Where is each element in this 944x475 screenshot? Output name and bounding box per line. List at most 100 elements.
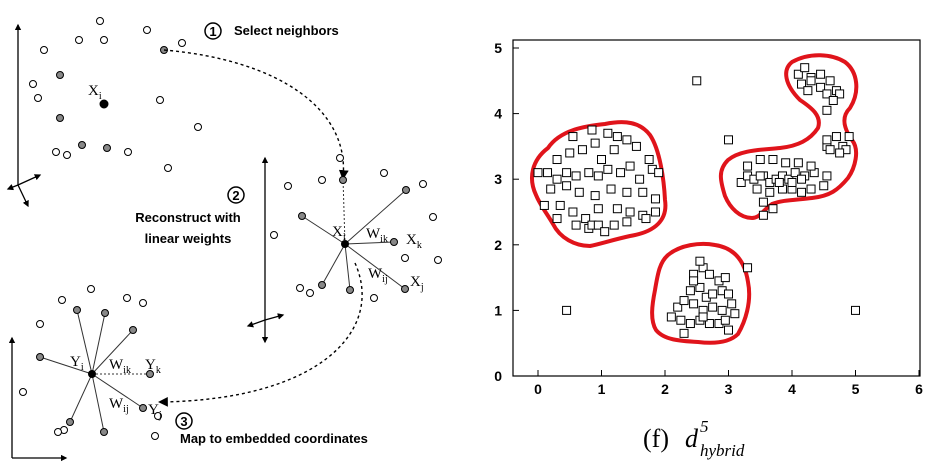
lle-diagram: Xi 1 Select neighbors 2 Reconstruct with… [6, 17, 442, 462]
data-point [650, 194, 660, 204]
data-point [790, 168, 800, 178]
data-point [743, 263, 753, 273]
step2-label-line1: Reconstruct with [135, 210, 241, 225]
data-point [600, 227, 610, 237]
data-point [822, 89, 832, 99]
plot-frame [512, 39, 921, 377]
data-point [622, 135, 632, 145]
data-point [708, 302, 718, 312]
y-tick-label: 3 [494, 171, 502, 187]
label-x-i: Xi [332, 224, 346, 243]
data-point [819, 181, 829, 191]
data-point [825, 76, 835, 86]
data-point [704, 319, 714, 329]
data-point [720, 273, 730, 283]
data-point [679, 296, 689, 306]
data-point [822, 171, 832, 181]
step3-marker: 3 [175, 412, 193, 430]
caption-subscript: hybrid [700, 441, 745, 460]
data-point [650, 207, 660, 217]
data-point [806, 161, 816, 171]
data-point [724, 289, 733, 299]
y-tick-label: 2 [494, 237, 502, 253]
step3-label: Map to embedded coordinates [180, 431, 368, 446]
data-point [768, 155, 778, 165]
arc-select-to-reconstruct [163, 49, 349, 180]
data-point [822, 105, 832, 115]
data-point [755, 155, 765, 165]
step1-label: Select neighbors [234, 23, 339, 38]
data-point [546, 184, 556, 194]
data-point [724, 135, 733, 145]
axes-embedded [8, 336, 68, 462]
data-point [720, 315, 730, 325]
data-point [562, 305, 572, 315]
data-point [571, 171, 581, 181]
data-point [590, 191, 600, 201]
data-point [555, 200, 565, 210]
data-point [622, 217, 632, 227]
data-point [724, 325, 733, 335]
data-point [743, 161, 753, 171]
data-point [603, 128, 613, 138]
data-point [676, 315, 686, 325]
data-point [673, 302, 683, 312]
data-point [758, 197, 768, 207]
data-point [568, 207, 578, 217]
data-point [597, 155, 606, 165]
data-point [552, 155, 562, 165]
data-point [806, 184, 816, 194]
data-point [797, 187, 807, 197]
data-point [800, 63, 810, 73]
data-point [635, 174, 645, 184]
data-point [835, 89, 845, 99]
scatter-chart: 0 1 2 3 4 5 6 0 1 2 3 4 5 (f) d 5 hybrid [494, 39, 923, 460]
y-tick-label: 0 [494, 368, 502, 384]
data-point [568, 132, 578, 142]
chart-caption: (f) d 5 hybrid [643, 417, 745, 460]
data-point [793, 69, 803, 79]
x-axis-ticks: 0 1 2 3 4 5 6 [534, 370, 923, 397]
data-point [533, 168, 543, 178]
caption-superscript: 5 [700, 417, 709, 436]
data-point [708, 289, 718, 299]
data-point [587, 125, 597, 135]
data-point [825, 145, 835, 155]
data-point [654, 168, 664, 178]
data-point [552, 214, 562, 224]
arc-reconstruct-to-embed [158, 262, 363, 407]
input-points [29, 17, 202, 172]
data-point [803, 86, 813, 96]
data-point [727, 299, 737, 309]
step2-marker: 2 [227, 186, 245, 204]
scatter-points [533, 63, 860, 338]
data-point [609, 220, 619, 230]
data-point [679, 328, 689, 338]
data-point [717, 305, 727, 315]
data-point [609, 145, 619, 155]
data-point [835, 148, 845, 158]
label-y-i: Yi [70, 354, 84, 373]
label-w-ij: Wij [368, 266, 388, 285]
data-point [641, 214, 651, 224]
data-point [730, 309, 740, 319]
x-tick-label: 3 [725, 381, 733, 397]
data-point [844, 132, 854, 142]
data-point [816, 82, 826, 92]
data-point [851, 305, 860, 315]
data-point [565, 148, 575, 158]
data-point [755, 171, 765, 181]
label-y-k: Yk [145, 357, 161, 376]
step1-marker: 1 [204, 22, 222, 40]
contour-bottom-cluster [650, 241, 752, 345]
data-point [768, 204, 778, 214]
label-x-j: Xj [410, 274, 424, 293]
y-axis-ticks: 0 1 2 3 4 5 [494, 40, 519, 384]
data-point [704, 269, 714, 279]
data-point [689, 276, 699, 286]
data-point [638, 187, 648, 197]
label-x-i-input: Xi [88, 83, 102, 102]
data-point [616, 168, 626, 178]
data-point [831, 132, 841, 142]
